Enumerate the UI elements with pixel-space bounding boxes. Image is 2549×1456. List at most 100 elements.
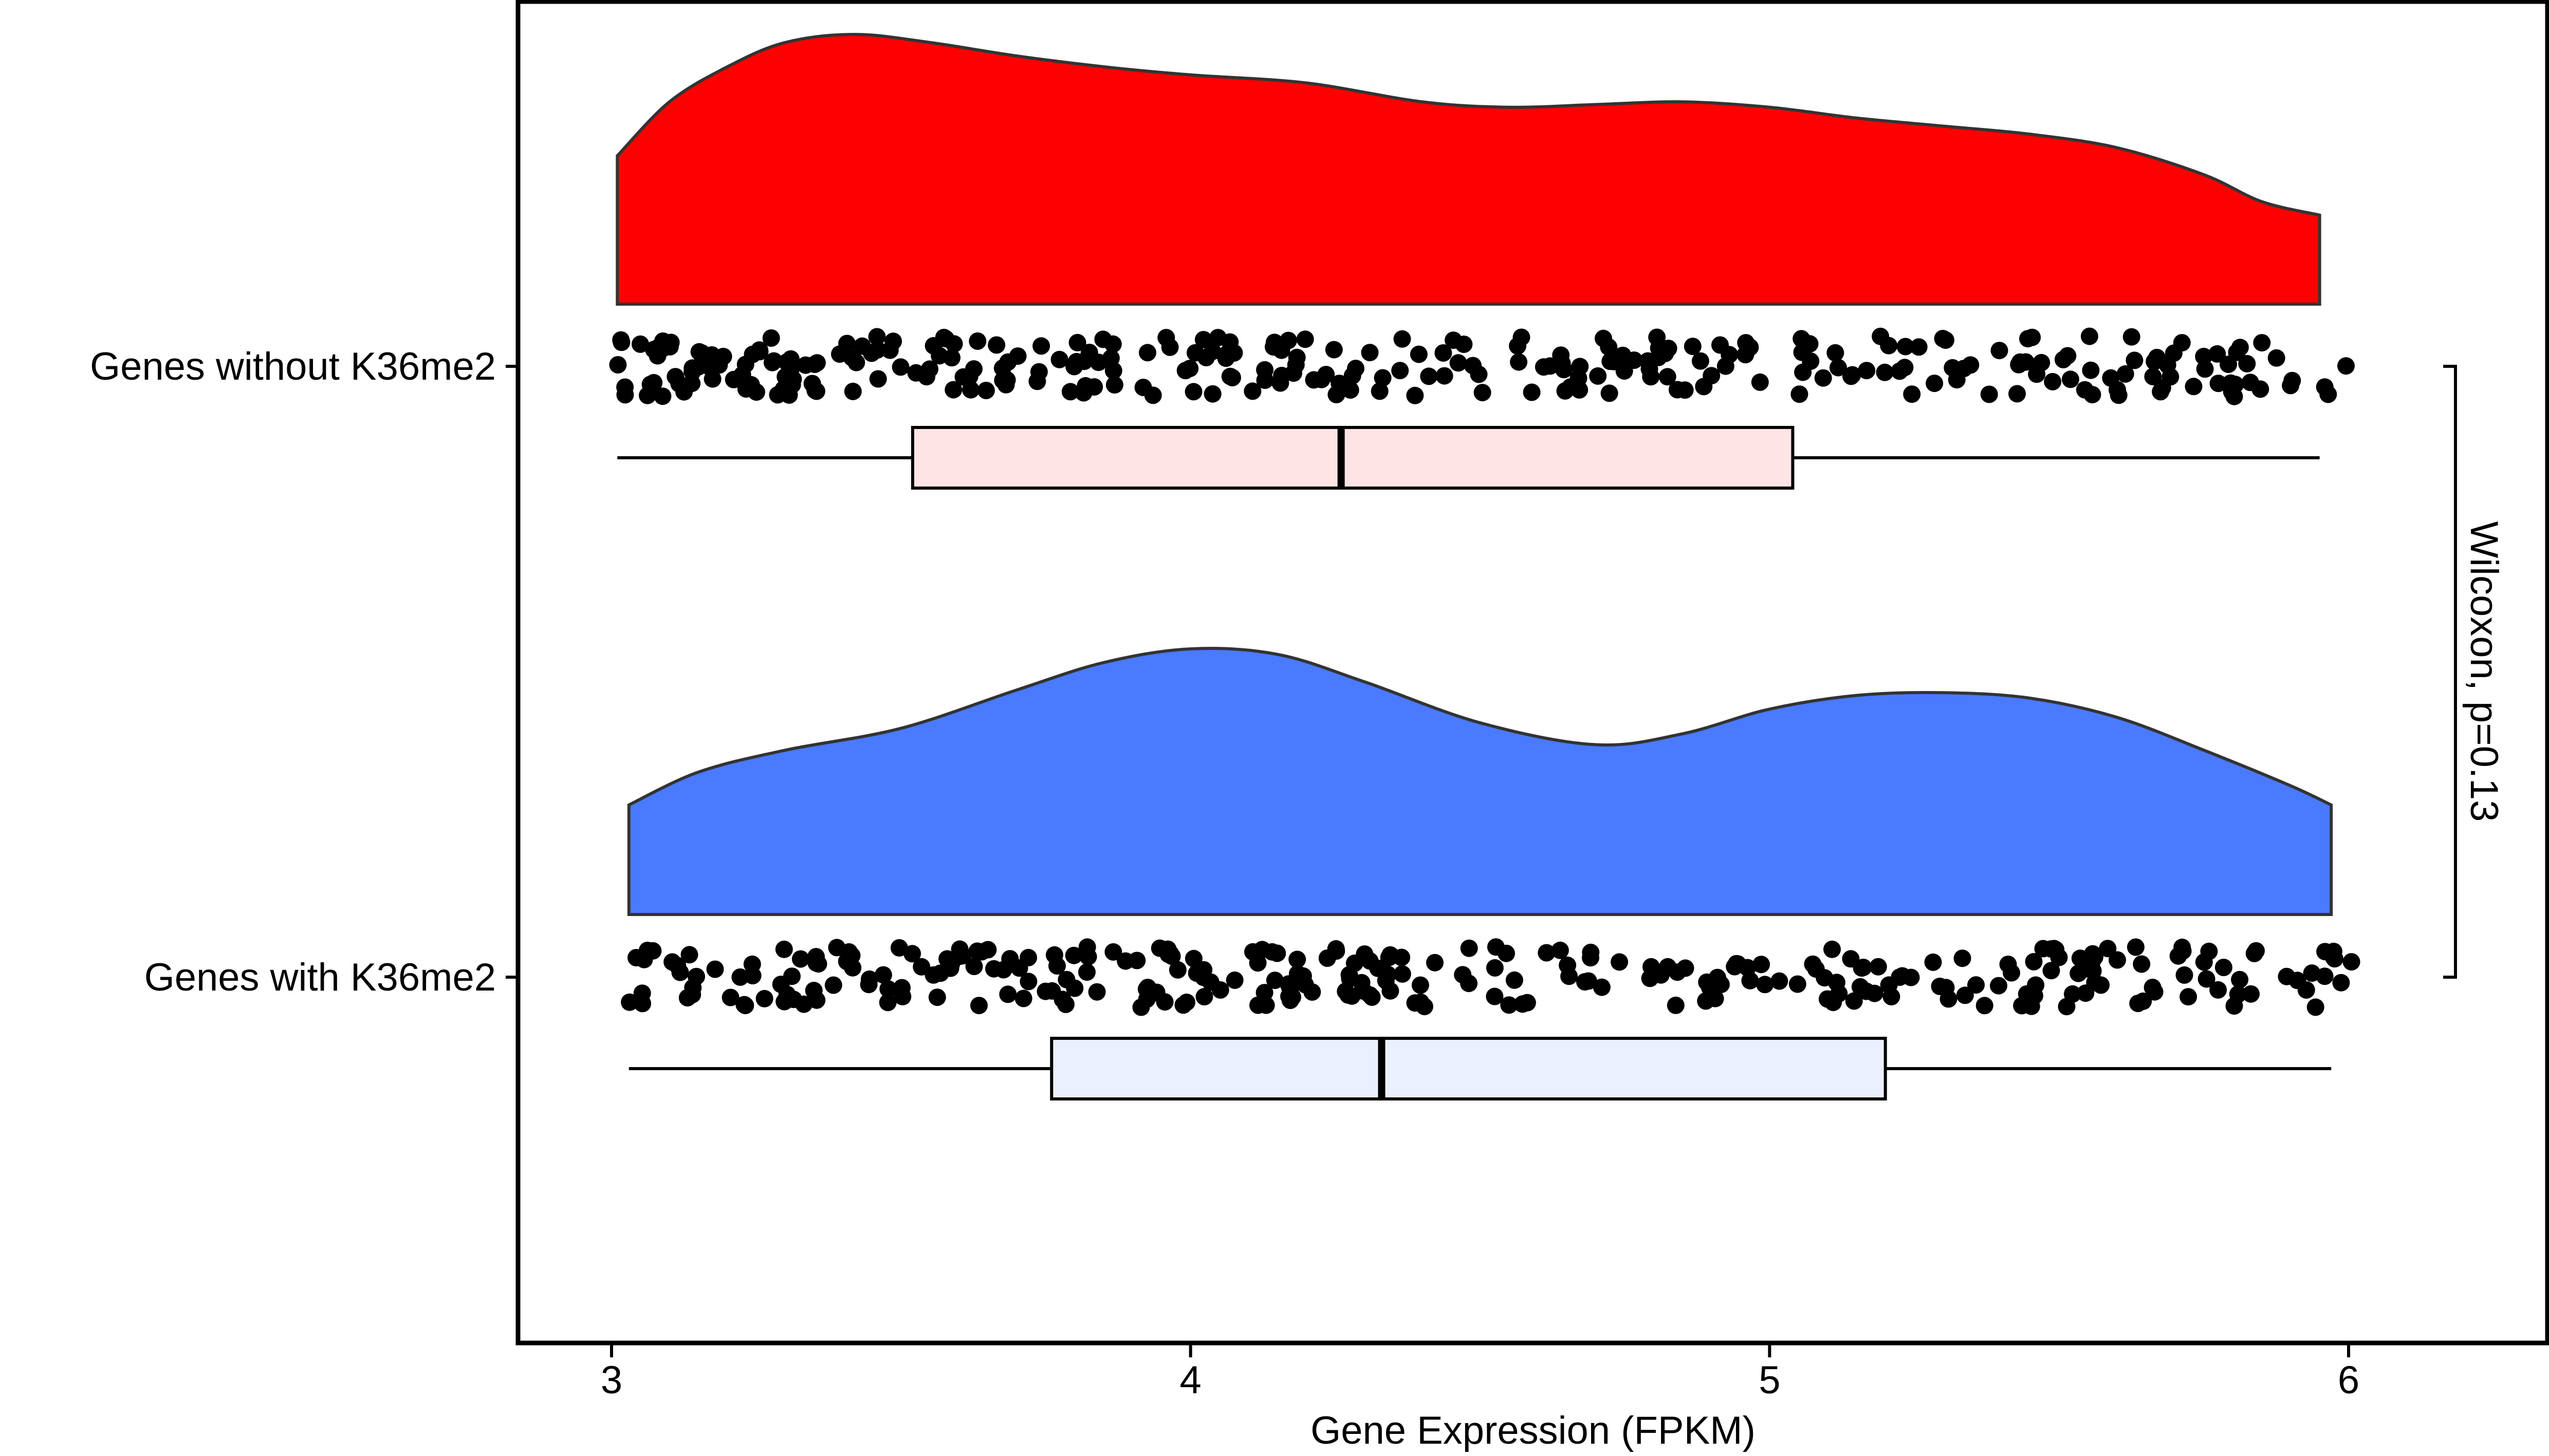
- x-tick-label: 3: [601, 1358, 622, 1402]
- data-point: [928, 988, 946, 1006]
- data-point: [1872, 327, 1890, 345]
- data-point: [1788, 975, 1806, 993]
- data-point: [1268, 944, 1286, 962]
- data-point: [689, 358, 707, 376]
- data-point: [1962, 356, 1980, 374]
- data-point: [785, 991, 803, 1009]
- box-iqr: [1050, 1037, 1887, 1100]
- data-point: [632, 335, 649, 353]
- data-point: [1794, 363, 1812, 381]
- data-point: [1249, 996, 1267, 1014]
- data-point: [1224, 369, 1241, 386]
- data-point: [2144, 979, 2162, 996]
- data-point: [641, 376, 659, 394]
- data-point: [1460, 939, 1478, 957]
- data-point: [1411, 976, 1429, 994]
- data-point: [1541, 357, 1559, 375]
- data-point: [1843, 366, 1861, 384]
- data-point: [2127, 938, 2145, 956]
- data-point: [2242, 985, 2260, 1003]
- data-point: [1865, 984, 1883, 1002]
- data-point: [775, 940, 793, 958]
- data-point: [2033, 353, 2051, 371]
- data-point: [669, 957, 687, 975]
- data-point: [1793, 343, 1811, 361]
- data-point: [2146, 352, 2164, 370]
- data-point: [1869, 958, 1887, 976]
- box-iqr: [911, 426, 1795, 490]
- data-point: [935, 328, 953, 346]
- data-point: [1449, 354, 1467, 372]
- data-point: [744, 345, 762, 363]
- data-point: [1510, 353, 1528, 371]
- data-point: [1701, 979, 1719, 997]
- data-point: [869, 341, 886, 359]
- data-point: [969, 332, 987, 350]
- data-point: [1560, 967, 1578, 985]
- boxplots: [617, 426, 2332, 1100]
- data-point: [744, 967, 762, 984]
- data-point: [1202, 973, 1220, 991]
- data-point: [675, 383, 693, 401]
- data-point: [1128, 951, 1146, 969]
- data-point: [925, 966, 943, 984]
- data-point: [1600, 384, 1618, 402]
- data-point: [735, 996, 753, 1014]
- data-point: [1600, 338, 1618, 356]
- data-point: [1204, 385, 1222, 403]
- data-point: [722, 988, 740, 1006]
- data-point: [1435, 367, 1453, 385]
- data-point: [1752, 956, 1770, 974]
- x-tick-label: 5: [1759, 1358, 1780, 1402]
- data-point: [2010, 356, 2028, 374]
- data-point: [684, 985, 701, 1003]
- data-point: [2231, 339, 2249, 357]
- data-point: [1910, 338, 1928, 356]
- data-point: [993, 359, 1011, 377]
- data-point: [1209, 329, 1227, 347]
- data-point: [1684, 338, 1702, 356]
- data-point: [661, 338, 679, 356]
- data-point: [1876, 363, 1894, 381]
- data-point: [1571, 358, 1589, 376]
- data-point: [765, 352, 783, 370]
- data-point: [921, 360, 938, 378]
- data-point: [2077, 984, 2095, 1002]
- data-point: [1426, 954, 1444, 972]
- data-point: [1975, 997, 1993, 1015]
- data-point: [1936, 331, 1954, 349]
- data-point: [747, 383, 765, 401]
- data-point: [2025, 987, 2043, 1005]
- data-point: [1561, 378, 1579, 396]
- data-point: [977, 382, 995, 399]
- data-point: [1464, 357, 1482, 375]
- data-point: [1104, 362, 1122, 380]
- significance-label: Wilcoxon, p=0.13: [2462, 521, 2506, 822]
- data-point: [2196, 360, 2214, 378]
- data-point: [1460, 975, 1478, 993]
- data-point: [1552, 346, 1570, 364]
- data-point: [791, 950, 809, 968]
- data-point: [1858, 362, 1876, 380]
- data-point: [1415, 998, 1433, 1016]
- data-point: [1518, 994, 1536, 1012]
- data-point: [1445, 331, 1463, 349]
- density-clouds: [616, 32, 2333, 916]
- data-point: [1500, 996, 1518, 1014]
- data-point: [999, 985, 1017, 1003]
- data-point: [1882, 987, 1900, 1005]
- data-point: [2085, 948, 2103, 966]
- data-point: [1068, 333, 1086, 351]
- data-point: [612, 331, 630, 349]
- data-point: [1139, 344, 1156, 362]
- density-cloud-2: [627, 647, 2333, 916]
- data-point: [1037, 982, 1055, 1000]
- data-point: [1434, 344, 1452, 362]
- density-cloud-1: [616, 32, 2321, 306]
- data-point: [1393, 330, 1411, 348]
- data-point: [1393, 965, 1411, 983]
- data-point: [1363, 988, 1381, 1006]
- data-point: [1410, 345, 1428, 363]
- data-point: [2083, 386, 2101, 404]
- data-point: [1371, 382, 1389, 400]
